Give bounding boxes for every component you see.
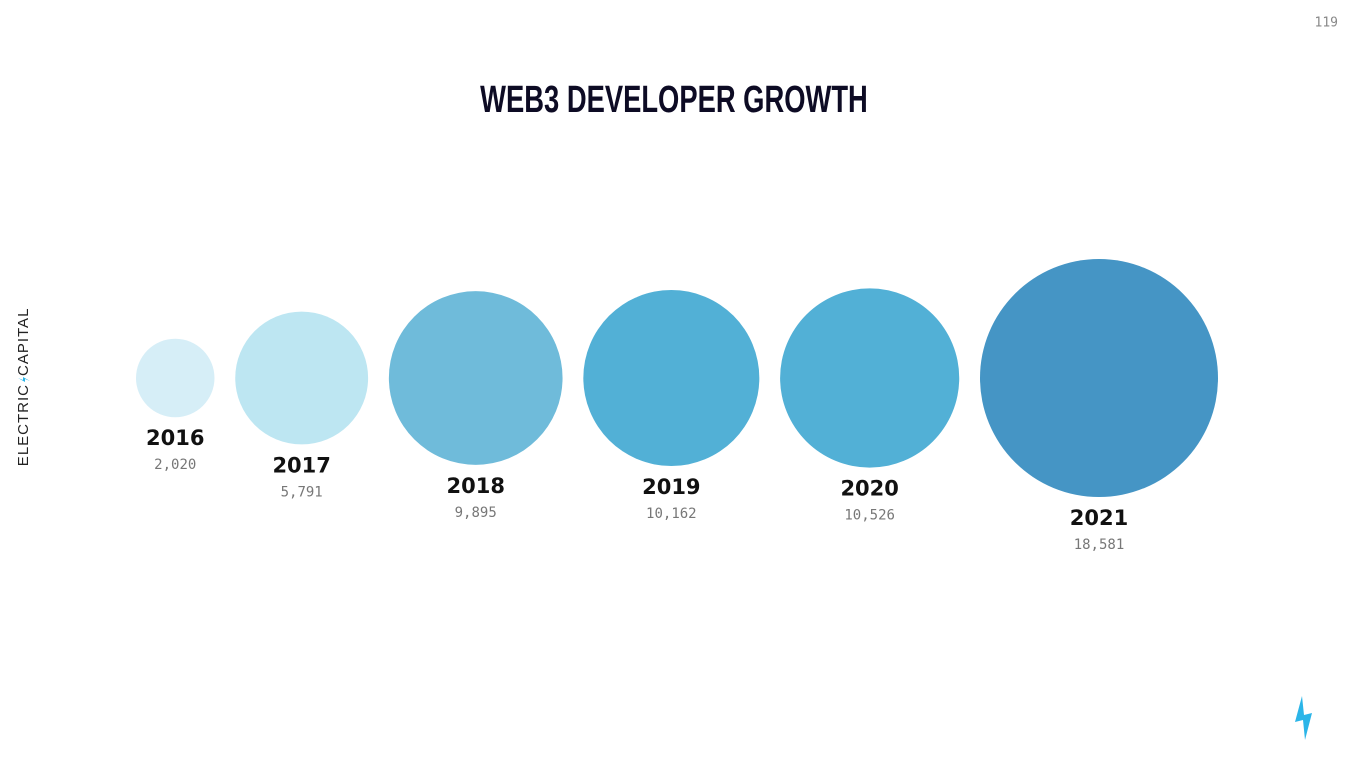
chart-title: WEB3 DEVELOPER GROWTH	[480, 79, 868, 121]
value-label: 10,526	[844, 508, 895, 524]
bubble	[583, 289, 760, 467]
value-label: 18,581	[1074, 537, 1125, 553]
brand-right: CAPITAL	[15, 308, 32, 376]
year-label: 2018	[446, 474, 504, 498]
brand-left: ELECTRIC	[15, 384, 32, 466]
bubble	[136, 338, 215, 418]
bubble	[235, 311, 369, 445]
value-label: 9,895	[455, 505, 497, 521]
brand-bolt	[18, 377, 30, 382]
bubble	[780, 288, 960, 468]
bubble	[980, 259, 1218, 497]
year-label: 2021	[1070, 506, 1128, 530]
bubble	[388, 291, 563, 465]
year-label: 2017	[272, 453, 330, 477]
value-label: 5,791	[281, 484, 323, 500]
year-label: 2019	[642, 475, 700, 499]
year-label: 2016	[146, 426, 204, 450]
year-label: 2020	[840, 477, 898, 501]
value-label: 2,020	[154, 457, 196, 473]
brand-logo: ELECTRIC CAPITAL	[15, 308, 32, 467]
value-label: 10,162	[646, 506, 697, 522]
bolt-icon	[1295, 696, 1312, 740]
page-number: 119	[1315, 16, 1338, 31]
